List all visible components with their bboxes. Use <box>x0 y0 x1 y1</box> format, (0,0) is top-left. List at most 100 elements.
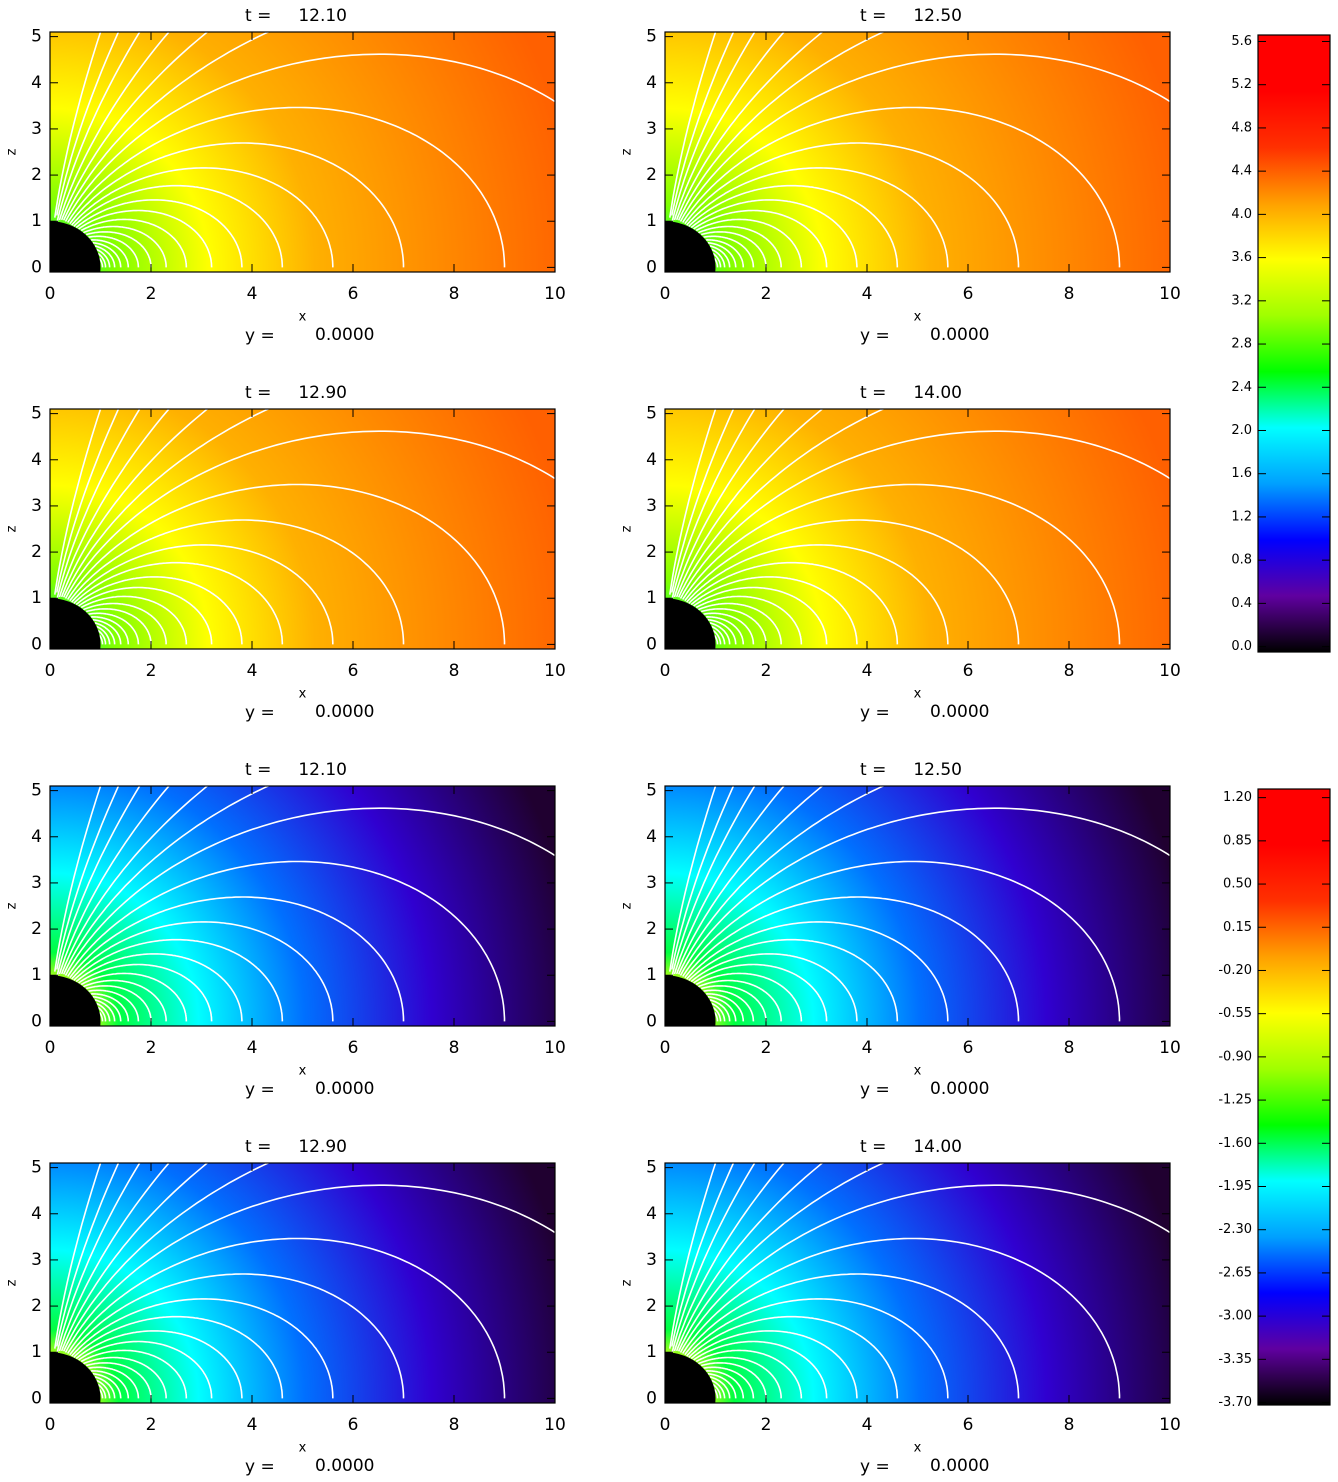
x-tick-label: 10 <box>544 661 566 681</box>
x-tick-label: 2 <box>146 1415 157 1435</box>
x-axis-label: x <box>914 1064 922 1079</box>
colorbar-tick-label: 4.8 <box>1231 120 1252 135</box>
x-axis-label: x <box>299 1441 307 1456</box>
y-tick-label: 0 <box>646 1388 657 1408</box>
x-tick-label: 0 <box>45 1038 56 1058</box>
x-tick-label: 2 <box>146 1038 157 1058</box>
y-tick-label: 1 <box>646 211 657 231</box>
colorbar-tick-label: -0.90 <box>1218 1049 1252 1064</box>
y-tick-label: 1 <box>31 588 42 608</box>
colorbar-tick-label: -3.35 <box>1218 1352 1252 1367</box>
y-tick-label: 3 <box>646 119 657 139</box>
x-tick-label: 6 <box>963 661 974 681</box>
y-tick-label: 1 <box>646 965 657 985</box>
chart-title: t = 14.00 <box>860 383 962 403</box>
y-tick-label: 3 <box>31 1250 42 1270</box>
y-tick-label: 4 <box>31 73 42 93</box>
y-tick-label: 1 <box>646 588 657 608</box>
annotation: y = <box>860 703 890 723</box>
y-tick-label: 1 <box>31 211 42 231</box>
body-disk <box>665 1352 716 1403</box>
colorbar-tick-label: 2.0 <box>1231 423 1252 438</box>
y-tick-label: 0 <box>31 1388 42 1408</box>
x-tick-label: 8 <box>1064 1415 1075 1435</box>
plot-frame <box>49 31 556 273</box>
y-axis-label: z <box>5 902 20 909</box>
annotation-value: 0.0000 <box>315 1079 374 1099</box>
y-tick-label: 5 <box>646 1158 657 1178</box>
plot-frame <box>49 785 556 1027</box>
x-tick-label: 4 <box>247 1415 258 1435</box>
colorbar-tick-label: 0.15 <box>1223 920 1252 935</box>
annotation: y = <box>860 1457 890 1477</box>
y-tick-label: 3 <box>31 873 42 893</box>
field-lines <box>54 1163 555 1399</box>
plot-frame <box>664 785 1171 1027</box>
y-tick-label: 3 <box>646 1250 657 1270</box>
plot-frame <box>49 1162 556 1404</box>
annotation: y = <box>245 703 275 723</box>
x-tick-label: 2 <box>146 284 157 304</box>
chart-title: t = 12.50 <box>860 6 962 26</box>
x-tick-label: 0 <box>660 661 671 681</box>
y-tick-label: 5 <box>31 1158 42 1178</box>
body-disk <box>50 1352 101 1403</box>
y-tick-label: 5 <box>31 781 42 801</box>
colorbar-tick-label: 0.85 <box>1223 833 1252 848</box>
colorbar-tick-label: 1.6 <box>1231 466 1252 481</box>
colorbar-tick-label: 4.0 <box>1231 207 1252 222</box>
annotation-value: 0.0000 <box>930 702 989 722</box>
x-tick-label: 10 <box>1159 284 1181 304</box>
x-tick-label: 10 <box>1159 1038 1181 1058</box>
colorbar-tick-label: 0.4 <box>1231 596 1252 611</box>
annotation: y = <box>245 1457 275 1477</box>
x-tick-label: 0 <box>45 1415 56 1435</box>
body-disk <box>50 221 101 272</box>
body-disk <box>665 221 716 272</box>
y-tick-label: 5 <box>646 27 657 47</box>
x-tick-label: 0 <box>660 1038 671 1058</box>
x-tick-label: 4 <box>862 1038 873 1058</box>
y-tick-label: 4 <box>646 827 657 847</box>
colorbar-tick-label: 0.0 <box>1231 639 1252 654</box>
y-tick-label: 4 <box>646 73 657 93</box>
x-tick-label: 4 <box>862 284 873 304</box>
colorbar-tick-label: 2.8 <box>1231 337 1252 352</box>
colorbar <box>1257 788 1331 1406</box>
colorbar-tick-label: 1.20 <box>1223 790 1252 805</box>
x-axis-label: x <box>914 687 922 702</box>
field-lines <box>54 409 555 645</box>
x-tick-label: 2 <box>146 661 157 681</box>
x-tick-label: 8 <box>449 284 460 304</box>
x-tick-label: 10 <box>544 1415 566 1435</box>
y-tick-label: 0 <box>31 634 42 654</box>
x-tick-label: 10 <box>1159 1415 1181 1435</box>
x-tick-label: 2 <box>761 1415 772 1435</box>
colorbar-tick-label: 3.6 <box>1231 250 1252 265</box>
chart-title: t = 12.90 <box>245 383 347 403</box>
y-tick-label: 4 <box>31 1204 42 1224</box>
annotation: y = <box>860 326 890 346</box>
y-tick-label: 2 <box>31 919 42 939</box>
plot-frame <box>664 1162 1171 1404</box>
y-tick-label: 0 <box>646 257 657 277</box>
annotation-value: 0.0000 <box>315 1456 374 1476</box>
y-tick-label: 4 <box>646 1204 657 1224</box>
y-tick-label: 0 <box>646 634 657 654</box>
x-tick-label: 4 <box>247 1038 258 1058</box>
annotation-value: 0.0000 <box>930 1456 989 1476</box>
y-tick-label: 1 <box>31 965 42 985</box>
plot-frame <box>664 408 1171 650</box>
colorbar-tick-label: 2.4 <box>1231 380 1252 395</box>
x-tick-label: 2 <box>761 1038 772 1058</box>
colorbar-tick-label: -3.70 <box>1218 1395 1252 1410</box>
x-tick-label: 4 <box>862 1415 873 1435</box>
annotation-value: 0.0000 <box>315 702 374 722</box>
y-axis-label: z <box>5 148 20 155</box>
field-lines <box>54 786 555 1022</box>
colorbar-tick-label: 0.8 <box>1231 553 1252 568</box>
colorbar-tick-label: 4.4 <box>1231 164 1252 179</box>
body-disk <box>665 975 716 1026</box>
colorbar-tick-label: -1.60 <box>1218 1136 1252 1151</box>
